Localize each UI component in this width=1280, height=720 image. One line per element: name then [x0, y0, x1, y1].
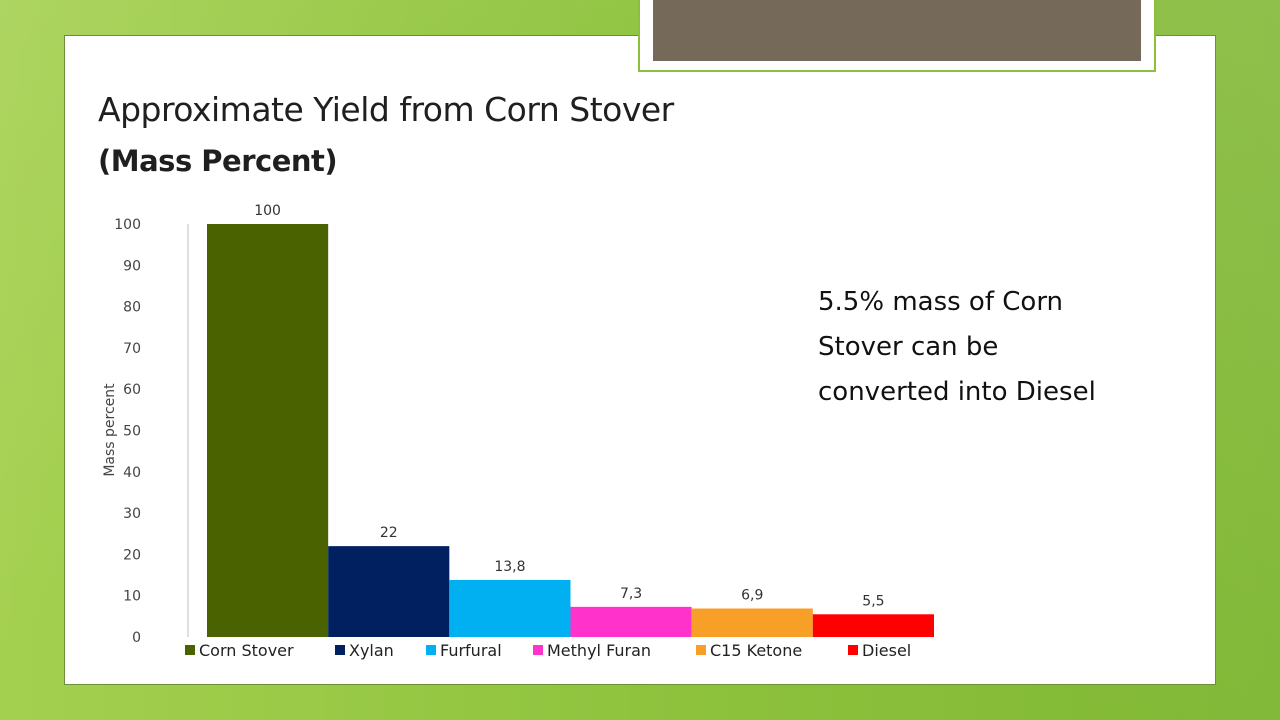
decorative-title-box-fill	[653, 0, 1141, 61]
bars	[207, 224, 934, 637]
data-labels: 100 22 13,8 7,3 6,9 5,5	[254, 203, 884, 609]
annotation-text: 5.5% mass of Corn Stover can be converte…	[818, 280, 1178, 415]
y-tick-label: 60	[123, 382, 141, 398]
legend-swatch	[335, 645, 345, 655]
legend-swatch	[848, 645, 858, 655]
legend-swatch	[185, 645, 195, 655]
y-tick-label: 50	[123, 424, 141, 440]
data-label: 100	[254, 203, 281, 219]
legend-label: Methyl Furan	[547, 641, 651, 660]
y-tick-label: 90	[123, 258, 141, 274]
legend-swatch	[426, 645, 436, 655]
y-tick-label: 100	[114, 217, 141, 233]
y-tick-label: 80	[123, 300, 141, 316]
legend-label: Furfural	[440, 641, 502, 660]
y-tick-label: 30	[123, 506, 141, 522]
bar-c15-ketone	[691, 608, 813, 637]
legend: Corn Stover Xylan Furfural Methyl Furan C15 …	[185, 641, 911, 660]
y-axis-title: Mass percent	[102, 383, 118, 477]
y-tick-label: 70	[123, 341, 141, 357]
y-tick-label: 10	[123, 589, 141, 605]
legend-label: C15 Ketone	[710, 641, 802, 660]
y-tick-label: 0	[132, 630, 141, 646]
slide-title: Approximate Yield from Corn Stover	[98, 90, 674, 129]
data-label: 5,5	[862, 593, 884, 609]
legend-label: Diesel	[862, 641, 911, 660]
legend-swatch	[696, 645, 706, 655]
annotation-line-2: Stover can be	[818, 332, 999, 362]
bar-diesel	[812, 614, 934, 637]
data-label: 7,3	[620, 586, 642, 602]
y-tick-label: 20	[123, 547, 141, 563]
bar-xylan	[328, 546, 450, 637]
y-axis: 0 10 20 30 40 50 60 70 80 90 100	[114, 217, 189, 646]
data-label: 6,9	[741, 588, 763, 604]
legend-swatch	[533, 645, 543, 655]
data-label: 13,8	[494, 559, 525, 575]
y-tick-label: 40	[123, 465, 141, 481]
data-label: 22	[380, 525, 398, 541]
bar-furfural	[449, 580, 571, 637]
bar-methyl-furan	[570, 606, 692, 637]
slide-subtitle: (Mass Percent)	[98, 144, 338, 178]
legend-label: Corn Stover	[199, 641, 294, 660]
annotation-line-3: converted into Diesel	[818, 377, 1096, 407]
legend-label: Xylan	[349, 641, 394, 660]
bar-corn-stover	[207, 224, 329, 637]
decorative-title-box	[638, 0, 1156, 72]
annotation-line-1: 5.5% mass of Corn	[818, 287, 1064, 317]
